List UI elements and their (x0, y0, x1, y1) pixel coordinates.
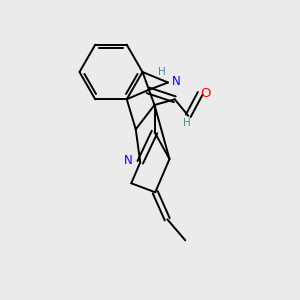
Text: H: H (158, 67, 165, 77)
Text: H: H (183, 118, 190, 128)
Text: O: O (200, 87, 211, 100)
Text: N: N (172, 75, 181, 88)
Text: N: N (124, 154, 133, 167)
